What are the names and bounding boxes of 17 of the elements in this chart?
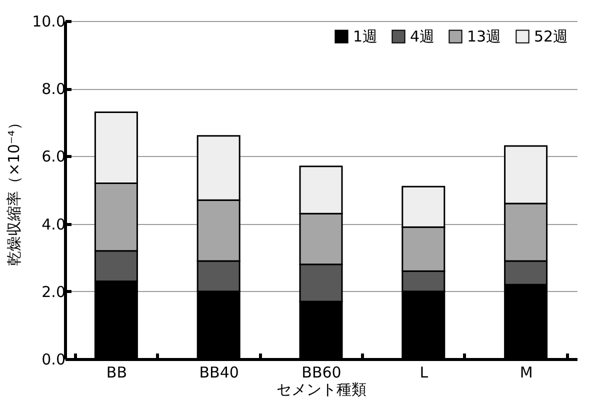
x-tick-label: BB	[106, 364, 127, 382]
x-axis-title: セメント種類	[276, 380, 366, 398]
legend-label: 4週	[410, 28, 435, 46]
y-axis-title: 乾燥収縮率（×10⁻⁴）	[5, 115, 24, 266]
y-tick-label: 0.0	[42, 350, 66, 368]
x-tick-label: BB60	[302, 364, 342, 382]
y-tick-label: 6.0	[42, 148, 66, 166]
y-tick-label: 2.0	[42, 282, 66, 301]
y-tick-label: 8.0	[42, 80, 66, 98]
y-tick-label: 10.0	[32, 12, 66, 30]
x-tick-label: M	[520, 364, 533, 382]
legend-label: 52週	[534, 28, 568, 46]
y-tick-label: 4.0	[42, 215, 66, 234]
x-tick-label: BB40	[199, 364, 239, 382]
x-tick-label: L	[420, 364, 429, 382]
legend-label: 1週	[353, 28, 378, 46]
legend-label: 13週	[467, 28, 502, 46]
